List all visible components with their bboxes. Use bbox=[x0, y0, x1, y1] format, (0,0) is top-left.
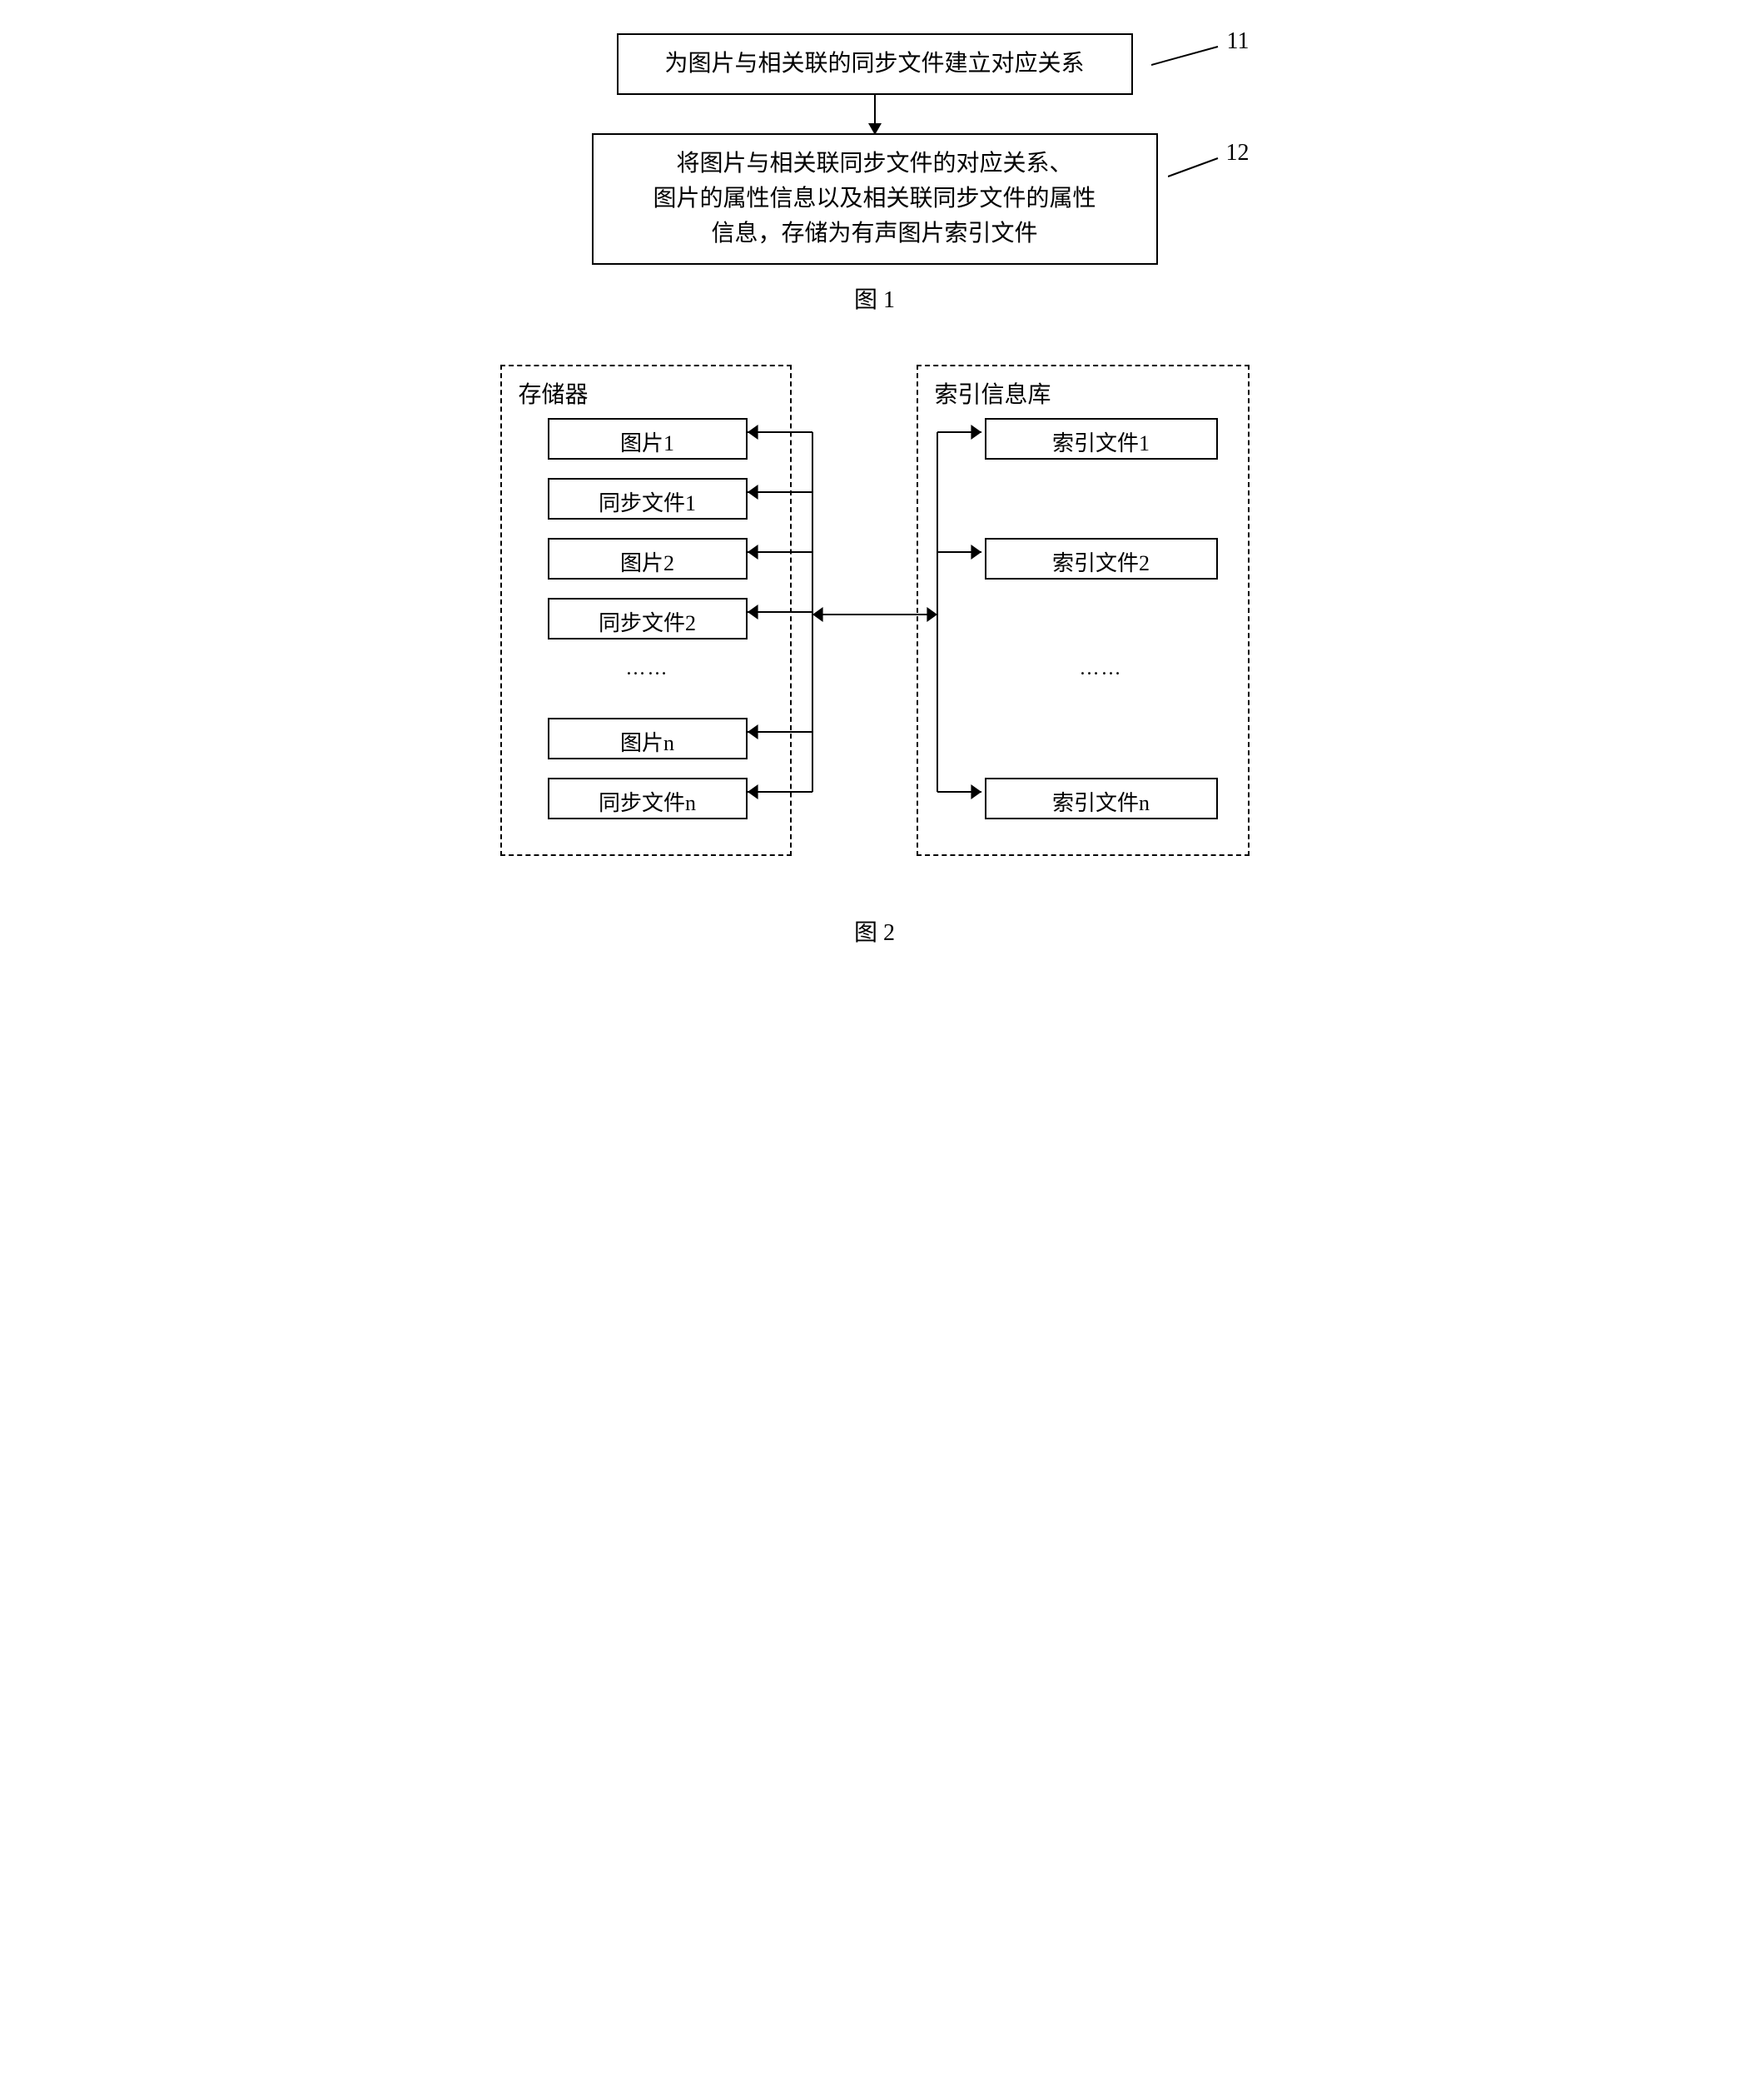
flow-step-2-line3: 信息，存储为有声图片索引文件 bbox=[711, 221, 1037, 246]
flow-step-1-text: 为图片与相关联的同步文件建立对应关系 bbox=[664, 51, 1084, 77]
flowchart: 为图片与相关联的同步文件建立对应关系 将图片与相关联同步文件的对应关系、 图片的… bbox=[559, 33, 1191, 265]
flow-step-1: 为图片与相关联的同步文件建立对应关系 bbox=[617, 33, 1133, 95]
figure-1-caption: 图 1 bbox=[459, 281, 1291, 315]
figure-2: 存储器 图片1 同步文件1 图片2 同步文件2 …… 图片n 同步文件n 索引信息库 索引文… bbox=[459, 365, 1291, 948]
flow-step-2-line2: 图片的属性信息以及相关联同步文件的属性 bbox=[653, 186, 1096, 211]
flow-arrow-down bbox=[874, 95, 876, 133]
storage-item: 同步文件n bbox=[548, 778, 748, 819]
storage-item: 图片n bbox=[548, 718, 748, 759]
index-item bbox=[935, 478, 1231, 520]
index-item bbox=[935, 598, 1231, 639]
flow-step-2: 将图片与相关联同步文件的对应关系、 图片的属性信息以及相关联同步文件的属性 信息… bbox=[592, 133, 1158, 265]
storage-item: …… bbox=[548, 658, 748, 679]
index-item: …… bbox=[985, 658, 1218, 679]
storage-item: 图片2 bbox=[548, 538, 748, 580]
storage-item: 同步文件1 bbox=[548, 478, 748, 520]
index-item: 索引文件n bbox=[985, 778, 1218, 819]
storage-item: 图片1 bbox=[548, 418, 748, 460]
callout-11: 11 bbox=[1227, 28, 1250, 55]
storage-box: 存储器 图片1 同步文件1 图片2 同步文件2 …… 图片n 同步文件n bbox=[500, 365, 792, 856]
storage-index-diagram: 存储器 图片1 同步文件1 图片2 同步文件2 …… 图片n 同步文件n 索引信息库 索引文… bbox=[475, 365, 1274, 898]
index-db-box: 索引信息库 索引文件1 索引文件2 …… 索引文件n bbox=[917, 365, 1250, 856]
index-item: 索引文件1 bbox=[985, 418, 1218, 460]
flow-step-2-line1: 将图片与相关联同步文件的对应关系、 bbox=[676, 151, 1072, 177]
callout-12: 12 bbox=[1226, 140, 1250, 167]
storage-item: 同步文件2 bbox=[548, 598, 748, 639]
index-item: 索引文件2 bbox=[985, 538, 1218, 580]
callout-12-text: 12 bbox=[1226, 140, 1250, 166]
figure-1: 为图片与相关联的同步文件建立对应关系 将图片与相关联同步文件的对应关系、 图片的… bbox=[459, 33, 1291, 315]
index-item bbox=[935, 718, 1231, 759]
figure-2-caption: 图 2 bbox=[459, 914, 1291, 948]
storage-title: 存储器 bbox=[519, 376, 773, 410]
callout-11-text: 11 bbox=[1227, 28, 1250, 54]
index-db-title: 索引信息库 bbox=[935, 376, 1231, 410]
